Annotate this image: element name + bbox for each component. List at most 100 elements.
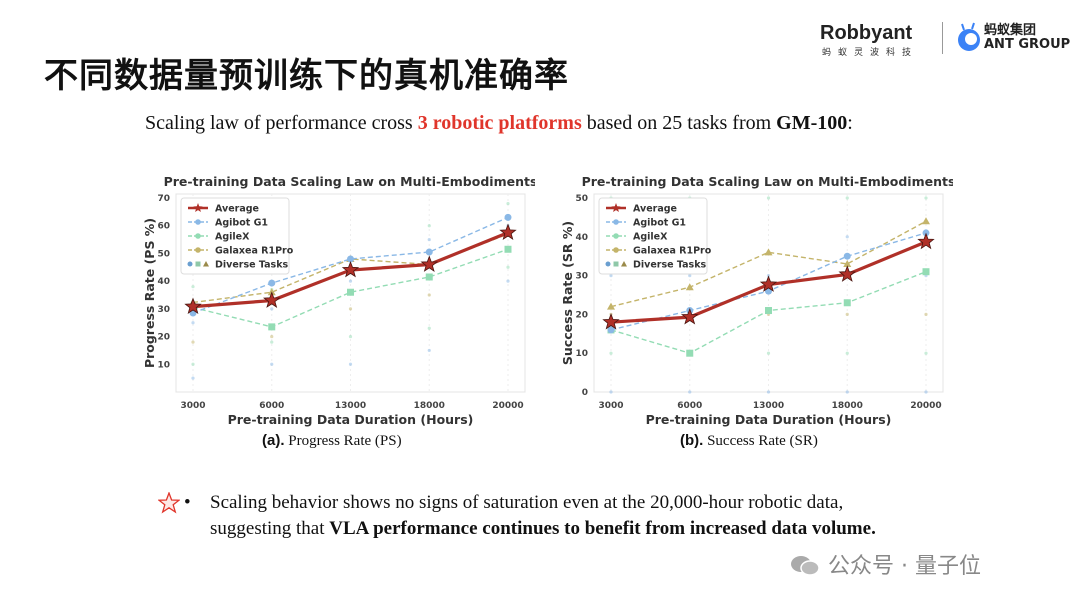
diverse-task-point — [766, 196, 771, 200]
legend-label: Diverse Tasks — [215, 260, 289, 271]
bullet-point: • Scaling behavior shows no signs of sat… — [158, 490, 876, 542]
legend-marker — [203, 261, 209, 267]
diverse-task-point — [427, 348, 431, 353]
chart-title: Pre-training Data Scaling Law on Multi-E… — [582, 174, 953, 189]
agilex-marker — [686, 349, 694, 357]
agilex-marker — [425, 273, 433, 281]
y-tick-label: 70 — [157, 194, 170, 204]
diverse-task-point — [427, 293, 431, 297]
progress-rate-chart: Pre-training Data Scaling Law on Multi-E… — [142, 174, 535, 427]
subtitle-highlight: 3 robotic platforms — [417, 112, 582, 134]
x-axis-label: Pre-training Data Duration (Hours) — [646, 412, 892, 427]
legend-label: Average — [633, 204, 677, 215]
agilex-marker — [843, 299, 851, 307]
galaxea-marker — [764, 248, 773, 256]
ant-group-cn: 蚂蚁集团 — [984, 23, 1037, 38]
diverse-task-point — [348, 362, 353, 366]
diverse-task-point — [924, 351, 928, 355]
average-star-marker — [341, 260, 360, 278]
bullet-text: suggesting that — [210, 518, 330, 539]
diverse-task-point — [191, 376, 195, 380]
subtitle-text: based on 25 tasks from — [581, 112, 777, 134]
agilex-marker — [765, 307, 772, 315]
x-tick-label: 6000 — [677, 401, 702, 411]
diverse-task-point — [270, 334, 274, 339]
legend-marker — [195, 219, 201, 225]
bullet-bold: VLA performance continues to benefit fro… — [329, 518, 876, 539]
bullet-line-1: Scaling behavior shows no signs of satur… — [210, 492, 844, 513]
diverse-task-point — [191, 285, 195, 289]
diverse-task-point — [845, 312, 849, 316]
legend-star-icon — [193, 203, 203, 212]
legend-marker — [613, 233, 619, 239]
watermark-text: 公众号 · 量子位 — [828, 554, 981, 579]
subtitle-text: : — [847, 112, 853, 134]
average-star-marker — [838, 265, 856, 282]
galaxea-marker — [685, 283, 694, 291]
x-tick-label: 18000 — [414, 401, 445, 411]
x-axis-label: Pre-training Data Duration (Hours) — [228, 412, 474, 427]
legend-label: AgileX — [215, 232, 250, 243]
average-star-marker — [602, 313, 620, 330]
y-tick-label: 50 — [575, 194, 588, 204]
y-tick-label: 30 — [157, 305, 170, 315]
legend-marker — [195, 233, 201, 239]
y-tick-label: 40 — [157, 277, 170, 287]
diverse-task-point — [427, 237, 431, 242]
agilex-marker — [922, 268, 930, 276]
subtitle: Scaling law of performance cross 3 robot… — [145, 112, 853, 135]
ant-group-en: ANT GROUP — [984, 37, 1071, 52]
average-star-marker — [263, 291, 281, 308]
robbyant-logo: Robbyant — [820, 22, 913, 44]
diverse-task-point — [845, 390, 849, 394]
diverse-task-point — [427, 326, 431, 330]
legend-label: Galaxea R1Pro — [215, 246, 294, 257]
average-star-marker — [759, 275, 778, 292]
caption-a: (a). Progress Rate (PS) — [262, 432, 402, 450]
slide-title: 不同数据量预训练下的真机准确率 — [44, 56, 569, 96]
y-tick-label: 30 — [575, 272, 588, 282]
diverse-task-point — [191, 340, 195, 344]
agibot-marker — [347, 255, 354, 263]
caption-label: (a). — [262, 432, 285, 449]
y-tick-label: 10 — [575, 349, 588, 359]
x-tick-label: 20000 — [492, 401, 523, 411]
y-axis-label: Success Rate (SR %) — [560, 221, 575, 365]
diverse-task-point — [609, 351, 613, 355]
diverse-task-point — [609, 390, 613, 394]
diverse-task-point — [766, 390, 771, 394]
x-tick-label: 13000 — [753, 401, 784, 411]
y-tick-label: 40 — [575, 233, 588, 243]
legend-label: Diverse Tasks — [633, 260, 707, 271]
legend-label: Agibot G1 — [633, 218, 686, 229]
agibot-marker — [607, 326, 615, 334]
y-tick-label: 50 — [157, 249, 170, 259]
y-tick-label: 20 — [575, 310, 588, 320]
legend-label: Average — [215, 204, 259, 215]
diverse-task-point — [348, 334, 353, 339]
diverse-task-point — [924, 196, 928, 200]
agilex-marker — [347, 288, 354, 296]
legend-marker — [195, 247, 201, 253]
average-star-marker — [184, 297, 202, 315]
diverse-task-point — [845, 196, 849, 200]
legend-marker — [621, 261, 627, 267]
legend-label: AgileX — [633, 232, 668, 243]
x-tick-label: 3000 — [180, 401, 205, 411]
diverse-task-point — [845, 235, 849, 239]
diverse-task-point — [348, 307, 353, 311]
y-tick-label: 10 — [157, 360, 170, 370]
legend-marker — [613, 219, 619, 225]
caption-text: Success Rate (SR) — [703, 433, 818, 449]
y-tick-label: 0 — [582, 388, 588, 398]
legend-star-icon — [611, 203, 621, 212]
watermark: 公众号 · 量子位 — [790, 548, 981, 580]
x-tick-label: 13000 — [335, 401, 366, 411]
x-tick-label: 20000 — [910, 401, 941, 411]
logo-divider — [942, 22, 943, 54]
chart-title: Pre-training Data Scaling Law on Multi-E… — [164, 174, 535, 189]
wechat-icon — [790, 554, 820, 576]
legend-marker — [613, 247, 619, 253]
caption-b: (b). Success Rate (SR) — [680, 432, 818, 450]
average-star-marker — [917, 232, 935, 250]
